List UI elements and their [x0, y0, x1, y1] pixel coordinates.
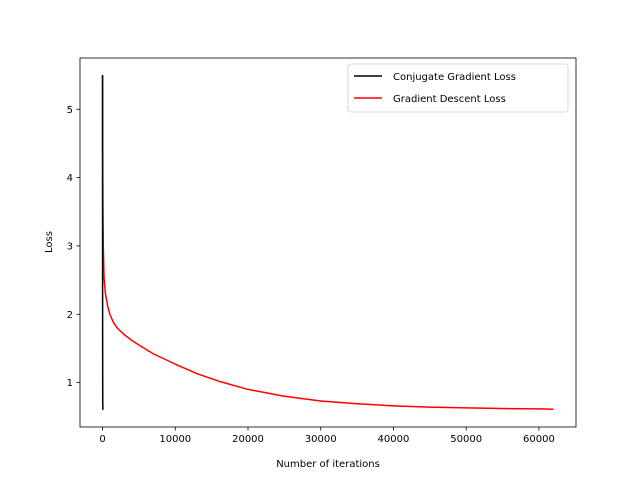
y-tick-label: 2: [67, 310, 73, 321]
legend-label-gradient-descent: Gradient Descent Loss: [393, 94, 506, 105]
y-tick-label: 3: [67, 241, 73, 252]
x-tick-label: 20000: [232, 434, 264, 445]
legend: Conjugate Gradient Loss Gradient Descent…: [348, 64, 568, 112]
y-tick-label: 1: [67, 378, 73, 389]
legend-label-conjugate-gradient: Conjugate Gradient Loss: [393, 72, 516, 83]
x-tick-label: 50000: [450, 434, 482, 445]
x-tick-label: 60000: [523, 434, 555, 445]
y-axis-label: Loss: [44, 231, 55, 253]
x-tick-label: 0: [99, 434, 105, 445]
x-tick-label: 10000: [159, 434, 191, 445]
x-axis-label: Number of iterations: [276, 459, 380, 470]
x-tick-label: 40000: [378, 434, 410, 445]
x-tick-label: 30000: [305, 434, 337, 445]
y-tick-label: 4: [67, 173, 73, 184]
y-tick-label: 5: [67, 105, 73, 116]
